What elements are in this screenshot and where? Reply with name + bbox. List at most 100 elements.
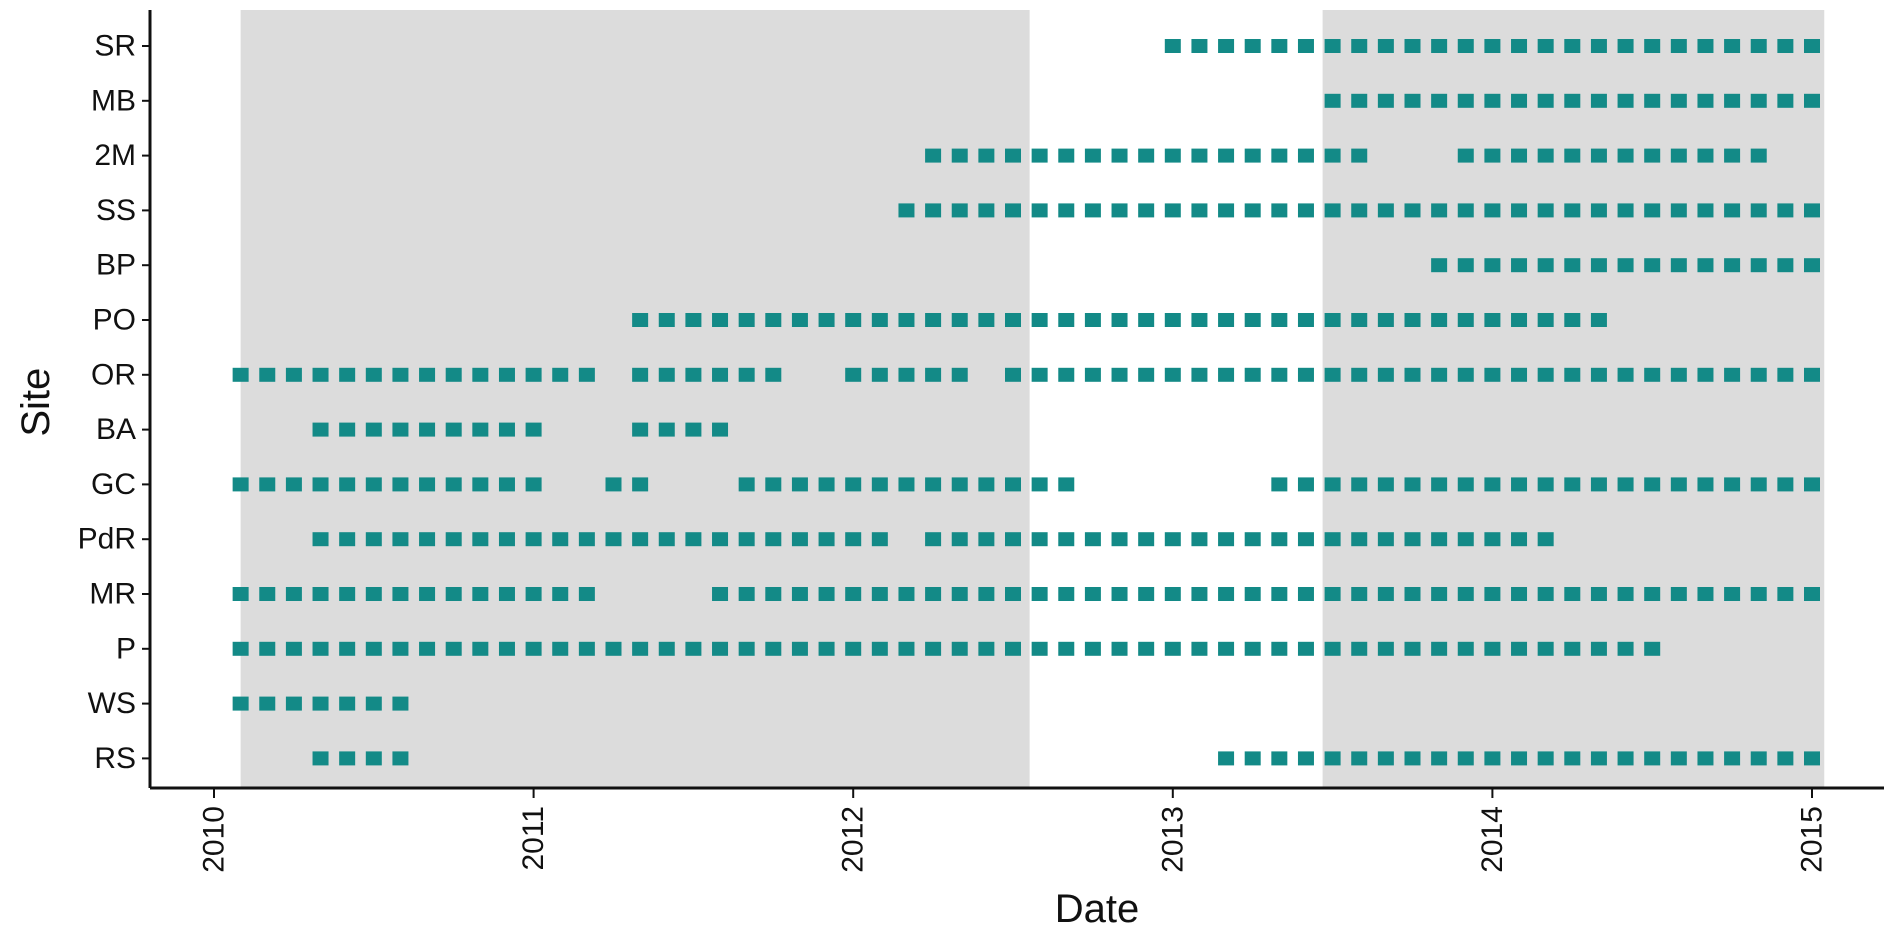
data-point-OR-2013-05 [1271,367,1288,382]
data-point-MB-2013-09 [1377,93,1394,108]
data-point-P-2011-03 [578,641,595,656]
data-point-MR-2012-07 [1005,587,1021,601]
data-point-SS-2012-09 [1058,203,1075,218]
data-point-PdR-2013-03 [1218,532,1235,547]
data-point-OR-2010-02 [232,367,249,382]
data-point-MB-2014-05 [1590,93,1607,108]
data-point-MR-2010-05 [312,587,329,601]
data-point-SR-2014-07 [1644,39,1661,53]
data-point-PdR-2013-05 [1271,532,1288,547]
data-point-PO-2013-01 [1164,313,1181,327]
data-point-MR-2012-06 [978,587,995,601]
data-point-BA-2010-05 [312,422,329,437]
data-point-RS-2014-04 [1564,751,1581,766]
data-point-PO-2012-08 [1031,313,1048,327]
data-point-OR-2012-07 [1005,367,1021,382]
data-point-P-2010-07 [365,641,382,656]
data-point-PdR-2013-01 [1164,532,1181,547]
data-point-2M-2012-11 [1111,148,1128,163]
data-point-SS-2012-10 [1084,203,1101,218]
data-point-BA-2011-07 [685,422,702,437]
data-point-2M-2014-04 [1564,148,1581,163]
data-point-2M-2013-07 [1324,148,1341,163]
data-point-GC-2014-04 [1564,477,1581,492]
data-point-P-2013-12 [1457,641,1474,656]
data-point-P-2012-02 [871,641,888,656]
data-point-MR-2013-06 [1297,587,1314,601]
data-point-P-2010-09 [419,641,436,656]
data-point-MR-2011-02 [552,587,569,601]
shaded-period-1 [240,10,1030,788]
data-point-SR-2014-06 [1617,39,1634,53]
data-point-P-2013-05 [1271,641,1288,656]
data-point-MR-2010-06 [339,587,356,601]
data-point-P-2012-06 [978,641,995,656]
data-point-SS-2014-05 [1590,203,1607,218]
data-point-RS-2010-06 [339,751,356,766]
data-point-OR-2010-11 [472,367,489,382]
data-point-RS-2014-07 [1644,751,1661,766]
data-point-MR-2011-11 [791,587,808,601]
y-tick-label-PO: PO [93,304,136,337]
data-point-SS-2014-04 [1564,203,1581,218]
data-point-RS-2014-10 [1724,751,1741,766]
data-point-PdR-2013-12 [1457,532,1474,547]
data-point-2M-2014-06 [1617,148,1634,163]
data-point-P-2014-01 [1484,641,1501,656]
data-point-MR-2014-02 [1511,587,1528,601]
data-point-MR-2014-06 [1617,587,1634,601]
data-point-OR-2010-09 [419,367,436,382]
data-point-MR-2015-01 [1804,587,1820,601]
data-point-PO-2012-11 [1111,313,1128,327]
data-point-P-2013-10 [1404,641,1421,656]
data-point-MR-2011-03 [578,587,595,601]
data-point-OR-2011-10 [765,367,782,382]
data-point-MR-2013-09 [1377,587,1394,601]
data-point-MB-2014-11 [1750,93,1767,108]
data-point-WS-2010-08 [392,696,409,711]
data-point-2M-2013-05 [1271,148,1288,163]
data-point-SS-2012-12 [1138,203,1155,218]
data-point-OR-2013-02 [1191,367,1208,382]
data-point-BP-2015-01 [1804,258,1820,273]
data-point-PdR-2011-01 [525,532,542,547]
data-point-OR-2014-05 [1590,367,1607,382]
data-point-RS-2010-07 [365,751,382,766]
data-point-MR-2010-02 [232,587,249,601]
data-point-MR-2012-11 [1111,587,1128,601]
data-point-OR-2010-04 [285,367,302,382]
data-point-PdR-2013-10 [1404,532,1421,547]
data-point-MR-2012-03 [898,587,915,601]
data-point-2M-2012-12 [1138,148,1155,163]
data-point-SS-2015-01 [1804,203,1820,218]
data-point-RS-2013-07 [1324,751,1341,766]
data-point-SS-2014-06 [1617,203,1634,218]
data-point-2M-2014-03 [1537,148,1554,163]
data-point-2M-2012-07 [1005,148,1021,163]
data-point-SR-2013-09 [1377,39,1394,53]
data-point-OR-2013-11 [1431,367,1448,382]
data-point-P-2012-08 [1031,641,1048,656]
data-point-2M-2013-12 [1457,148,1474,163]
y-tick-label-PdR: PdR [78,523,136,556]
data-point-BP-2014-11 [1750,258,1767,273]
data-point-RS-2013-03 [1218,751,1235,766]
data-point-P-2013-01 [1164,641,1181,656]
data-point-SS-2014-01 [1484,203,1501,218]
data-point-MB-2014-07 [1644,93,1661,108]
data-point-SS-2014-08 [1670,203,1687,218]
data-point-OR-2014-08 [1670,367,1687,382]
data-point-OR-2015-01 [1804,367,1820,382]
data-point-P-2013-08 [1351,641,1368,656]
data-point-PO-2012-02 [871,313,888,327]
data-point-PdR-2012-11 [1111,532,1128,547]
data-point-SS-2013-03 [1218,203,1235,218]
data-point-2M-2014-05 [1590,148,1607,163]
data-point-OR-2010-12 [498,367,515,382]
data-point-P-2012-04 [925,641,942,656]
data-point-PdR-2011-06 [658,532,675,547]
data-point-RS-2013-08 [1351,751,1368,766]
data-point-BP-2013-12 [1457,258,1474,273]
data-point-GC-2013-08 [1351,477,1368,492]
